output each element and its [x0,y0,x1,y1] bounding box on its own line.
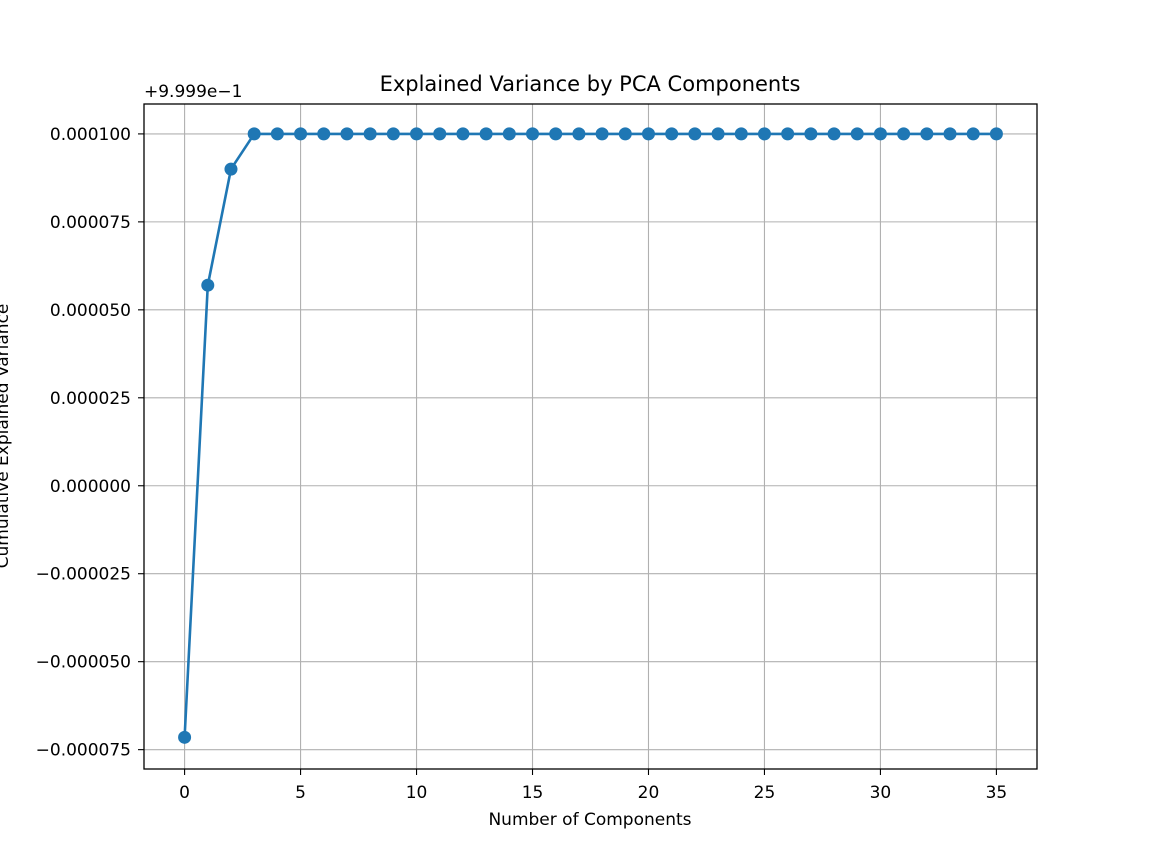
data-point [665,127,679,141]
data-point [433,127,447,141]
y-tick-label: −0.000025 [36,565,131,585]
data-point [502,127,516,141]
data-point [873,127,887,141]
x-tick-label: 5 [295,783,306,803]
y-tick-label: 0.000075 [50,213,131,233]
y-axis-label: Cumulative Explained Variance [0,304,13,569]
data-point [526,127,540,141]
x-tick-label: 15 [522,783,544,803]
data-point [618,127,632,141]
data-point [294,127,308,141]
data-point [757,127,771,141]
y-tick-label: 0.000000 [50,477,131,497]
data-point [572,127,586,141]
data-point [456,127,470,141]
data-point [688,127,702,141]
data-point [641,127,655,141]
data-point [966,127,980,141]
data-point [410,127,424,141]
data-point [479,127,493,141]
y-tick-label: 0.000050 [50,301,131,321]
x-tick-label: 0 [179,783,190,803]
data-point [178,730,192,744]
grid-lines [144,104,1037,769]
data-point [549,127,563,141]
y-tick-label: 0.000100 [50,125,131,145]
data-point [270,127,284,141]
data-point [989,127,1003,141]
y-tick-label: 0.000025 [50,389,131,409]
plot-frame [143,103,1038,770]
data-point [386,127,400,141]
x-axis-label: Number of Components [488,810,691,830]
y-offset-label: +9.999e−1 [144,82,242,102]
data-point [804,127,818,141]
x-tick-label: 25 [754,783,776,803]
y-tick-label: −0.000050 [36,653,131,673]
x-tick-label: 20 [638,783,660,803]
data-point [897,127,911,141]
data-point [317,127,331,141]
x-tick-label: 35 [986,783,1008,803]
data-point [781,127,795,141]
data-point [247,127,261,141]
x-tick-label: 10 [406,783,428,803]
data-point [711,127,725,141]
y-tick-label: −0.000075 [36,741,131,761]
data-point [340,127,354,141]
data-point [363,127,377,141]
data-point [920,127,934,141]
data-point [943,127,957,141]
data-point [734,127,748,141]
chart-title: Explained Variance by PCA Components [380,72,801,96]
data-point [850,127,864,141]
series-layer [178,127,1003,744]
data-point [827,127,841,141]
data-point [201,278,215,292]
data-point [224,162,238,176]
data-point [595,127,609,141]
axis-ticks: 0 5 10 15 20 25 30 35 −0.000075 −0.000050 −0.00002… [36,125,1008,803]
x-tick-label: 30 [870,783,892,803]
